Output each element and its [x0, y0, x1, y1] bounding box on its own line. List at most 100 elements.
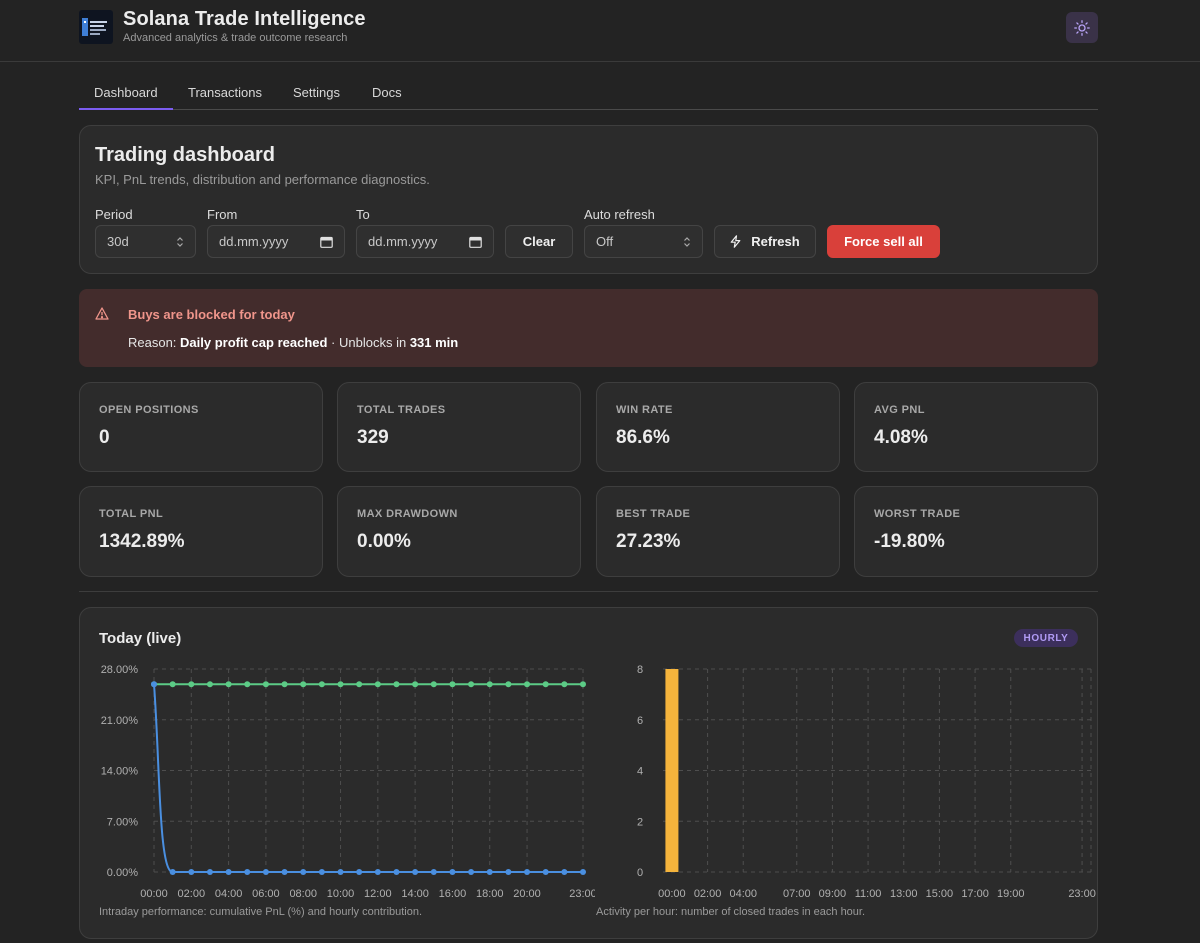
data-point	[374, 869, 381, 875]
x-tick-label: 19:00	[997, 888, 1025, 900]
force-sell-all-button[interactable]: Force sell all	[827, 225, 940, 258]
theme-toggle-button[interactable]	[1066, 12, 1098, 43]
y-tick-label: 0.00%	[107, 867, 138, 879]
y-tick-label: 14.00%	[101, 766, 139, 778]
data-point	[374, 681, 381, 688]
tab-settings[interactable]: Settings	[293, 85, 340, 100]
hourly-badge: HOURLY	[1014, 629, 1078, 647]
auto-refresh-select[interactable]: Off	[584, 225, 703, 258]
data-point	[337, 681, 344, 688]
kpi-value: 329	[357, 427, 389, 448]
kpi-label: WORST TRADE	[874, 508, 961, 520]
x-tick-label: 16:00	[439, 888, 467, 900]
alert-body: Reason: Daily profit cap reached · Unblo…	[128, 335, 458, 350]
select-arrows-icon	[177, 236, 183, 247]
y-tick-label: 0	[637, 867, 643, 879]
intraday-pnl-chart: 28.00% 21.00% 14.00% 7.00% 0.00%00:00 02:00 04…	[101, 664, 595, 900]
app-header: Solana Trade Intelligence Advanced analy…	[0, 0, 1200, 62]
intraday-chart-caption: Intraday performance: cumulative PnL (%)…	[99, 906, 423, 918]
to-date-input[interactable]: dd.mm.yyyy	[356, 225, 494, 258]
data-point	[244, 681, 251, 688]
data-point	[151, 681, 157, 688]
data-point	[300, 681, 307, 688]
x-tick-label: 00:00	[140, 888, 168, 900]
y-tick-label: 21.00%	[101, 715, 139, 727]
data-point	[281, 869, 288, 875]
x-tick-label: 04:00	[729, 888, 757, 900]
calendar-icon[interactable]	[320, 236, 333, 248]
x-tick-label: 02:00	[694, 888, 722, 900]
x-tick-label: 14:00	[401, 888, 429, 900]
kpi-label: WIN RATE	[616, 404, 673, 416]
kpi-card-open-positions: OPEN POSITIONS 0	[79, 382, 323, 472]
x-tick-label: 08:00	[289, 888, 317, 900]
select-arrows-icon	[684, 236, 690, 247]
kpi-value: 1342.89%	[99, 531, 185, 552]
period-value: 30d	[107, 234, 129, 249]
kpi-label: OPEN POSITIONS	[99, 404, 199, 416]
kpi-card-max-drawdown: MAX DRAWDOWN 0.00%	[337, 486, 581, 577]
buys-blocked-alert: Buys are blocked for today Reason: Daily…	[79, 289, 1098, 367]
x-tick-label: 07:00	[783, 888, 811, 900]
y-tick-label: 8	[637, 664, 643, 676]
app-subtitle: Advanced analytics & trade outcome resea…	[123, 32, 348, 44]
warning-icon	[95, 307, 109, 320]
kpi-value: 86.6%	[616, 427, 670, 448]
data-point	[430, 681, 437, 688]
today-live-card: Today (live) HOURLY 28.00% 21.00% 14.00% 7.…	[79, 607, 1098, 939]
x-tick-label: 13:00	[890, 888, 918, 900]
data-point	[486, 869, 493, 875]
data-point	[524, 681, 531, 688]
alert-unblock-time: 331 min	[409, 335, 459, 350]
lightning-icon	[730, 235, 741, 248]
alert-title: Buys are blocked for today	[128, 307, 295, 322]
y-tick-label: 2	[637, 816, 643, 828]
x-tick-label: 06:00	[252, 888, 280, 900]
y-tick-label: 28.00%	[101, 664, 139, 676]
x-tick-label: 10:00	[327, 888, 355, 900]
refresh-button[interactable]: Refresh	[714, 225, 816, 258]
tab-transactions[interactable]: Transactions	[188, 85, 262, 100]
data-point	[505, 681, 512, 688]
data-point	[356, 681, 363, 688]
to-label: To	[356, 207, 370, 222]
x-tick-label: 17:00	[961, 888, 989, 900]
data-point	[206, 869, 213, 875]
data-point	[393, 681, 400, 688]
calendar-icon[interactable]	[469, 236, 482, 248]
data-point	[486, 681, 493, 688]
data-point	[262, 869, 269, 875]
data-point	[524, 869, 531, 875]
period-label: Period	[95, 207, 133, 222]
main-tabs: Dashboard Transactions Settings Docs	[79, 76, 1098, 110]
kpi-card-total-pnl: TOTAL PNL 1342.89%	[79, 486, 323, 577]
data-point	[356, 869, 363, 875]
dashboard-controls-card: Trading dashboard KPI, PnL trends, distr…	[79, 125, 1098, 274]
data-point	[449, 681, 456, 688]
x-tick-label: 02:00	[178, 888, 206, 900]
tab-dashboard[interactable]: Dashboard	[79, 85, 173, 110]
refresh-label: Refresh	[751, 234, 800, 249]
data-point	[561, 869, 568, 875]
hourly-activity-chart: 8 6 4 2 0 00:00 02:00 04:00 07:00 09:00 11:00 13:00…	[637, 664, 1096, 900]
data-point	[561, 681, 568, 688]
kpi-value: -19.80%	[874, 531, 945, 552]
data-point	[169, 681, 176, 688]
data-point	[300, 869, 307, 875]
from-date-input[interactable]: dd.mm.yyyy	[207, 225, 345, 258]
activity-chart-caption: Activity per hour: number of closed trad…	[596, 906, 866, 918]
period-select[interactable]: 30d	[95, 225, 196, 258]
x-tick-label: 09:00	[819, 888, 847, 900]
app-title: Solana Trade Intelligence	[123, 8, 366, 30]
data-point	[318, 869, 325, 875]
auto-refresh-value: Off	[596, 234, 614, 249]
x-tick-label: 23:00	[569, 888, 595, 900]
data-point	[188, 869, 195, 875]
tab-docs[interactable]: Docs	[372, 85, 402, 100]
x-tick-label: 00:00	[658, 888, 686, 900]
to-date-placeholder: dd.mm.yyyy	[368, 234, 438, 249]
kpi-label: TOTAL TRADES	[357, 404, 446, 416]
data-point	[244, 869, 251, 875]
y-tick-label: 6	[637, 715, 643, 727]
clear-button[interactable]: Clear	[505, 225, 573, 258]
